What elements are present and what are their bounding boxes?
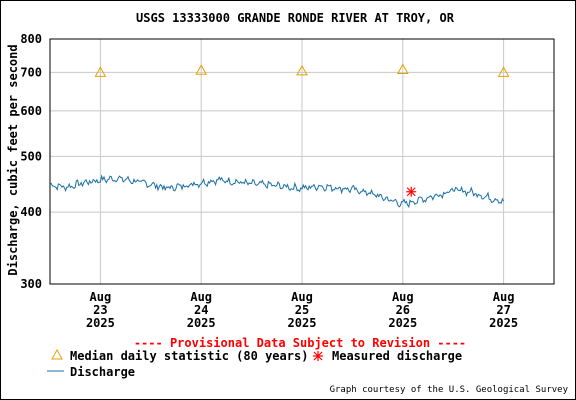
x-tick-label: 26 bbox=[396, 303, 410, 317]
plot-area-border bbox=[49, 38, 555, 285]
x-tick-label: 2025 bbox=[86, 316, 115, 330]
median-marker bbox=[195, 64, 208, 75]
y-tick-label: 300 bbox=[20, 277, 42, 291]
measured-legend-icon bbox=[313, 351, 323, 361]
measured-markers bbox=[406, 186, 417, 197]
median-legend-icon bbox=[51, 348, 63, 360]
median-marker bbox=[497, 66, 510, 77]
y-tick-label: 700 bbox=[20, 65, 42, 79]
x-tick-label: 23 bbox=[93, 303, 107, 317]
y-axis-label: Discharge, cubic feet per second bbox=[6, 44, 20, 275]
x-tick-label: 2025 bbox=[489, 316, 518, 330]
x-tick-label: 2025 bbox=[187, 316, 216, 330]
x-tick-label: 2025 bbox=[288, 316, 317, 330]
chart-title: USGS 13333000 GRANDE RONDE RIVER AT TROY… bbox=[136, 11, 455, 25]
x-tick-label: 24 bbox=[194, 303, 208, 317]
x-tick-label: Aug bbox=[392, 290, 414, 304]
y-tick-labels: 300 400 500 600 700 800 bbox=[20, 32, 42, 291]
x-tick-label: 25 bbox=[295, 303, 309, 317]
x-tick-label: Aug bbox=[493, 290, 515, 304]
x-tick-label: 2025 bbox=[388, 316, 417, 330]
measured-legend-label: Measured discharge bbox=[332, 349, 462, 363]
median-marker bbox=[396, 63, 409, 75]
x-tick-label: 27 bbox=[496, 303, 510, 317]
median-marker bbox=[296, 64, 308, 76]
x-tick-label: Aug bbox=[190, 290, 212, 304]
provisional-notice: ---- Provisional Data Subject to Revisio… bbox=[134, 336, 466, 350]
median-marker bbox=[94, 66, 107, 77]
y-tick-label: 400 bbox=[20, 205, 42, 219]
grid-lines bbox=[50, 38, 554, 285]
x-tick-labels: Aug232025Aug242025Aug252025Aug262025Aug2… bbox=[86, 290, 518, 330]
x-tick-label: Aug bbox=[90, 290, 112, 304]
median-legend-label: Median daily statistic (80 years) bbox=[70, 349, 308, 363]
y-tick-label: 600 bbox=[20, 104, 42, 118]
discharge-series-line bbox=[49, 174, 505, 209]
median-markers bbox=[94, 63, 510, 77]
y-tick-label: 800 bbox=[20, 32, 42, 46]
discharge-legend-label: Discharge bbox=[70, 365, 135, 379]
measured-marker bbox=[406, 186, 417, 197]
x-tick-label: Aug bbox=[291, 290, 313, 304]
credit-text: Graph courtesy of the U.S. Geological Su… bbox=[330, 385, 569, 395]
y-tick-label: 500 bbox=[20, 149, 42, 163]
